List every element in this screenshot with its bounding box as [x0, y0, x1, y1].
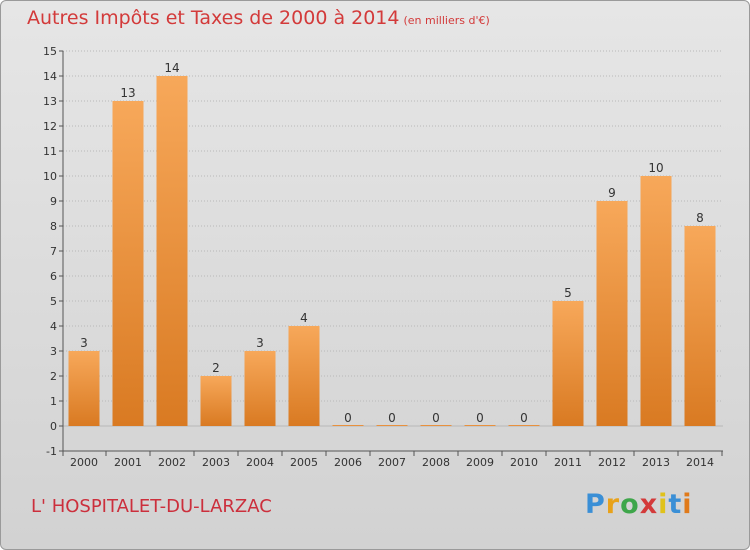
- y-tick-label: -1: [46, 445, 57, 458]
- bar-2000: [68, 351, 100, 426]
- bar-2013: [640, 176, 672, 426]
- bar-2011: [552, 301, 584, 426]
- data-label-2005: 4: [300, 311, 308, 325]
- y-tick-label: 2: [50, 370, 57, 383]
- x-tick-label-2009: 2009: [466, 456, 494, 469]
- x-tick-label-2004: 2004: [246, 456, 274, 469]
- data-label-2009: 0: [476, 411, 484, 425]
- x-tick-label-2012: 2012: [598, 456, 626, 469]
- bar-2005: [288, 326, 320, 426]
- data-label-2011: 5: [564, 286, 572, 300]
- y-tick-label: 8: [50, 220, 57, 233]
- proxiti-logo: Proxiti: [585, 489, 693, 520]
- y-tick-label: 4: [50, 320, 57, 333]
- data-label-2014: 8: [696, 211, 704, 225]
- bar-2010: [508, 425, 540, 426]
- data-label-2012: 9: [608, 186, 616, 200]
- x-tick-label-2010: 2010: [510, 456, 538, 469]
- bar-2002: [156, 76, 188, 426]
- y-tick-label: 5: [50, 295, 57, 308]
- x-tick-label-2001: 2001: [114, 456, 142, 469]
- y-tick-label: 3: [50, 345, 57, 358]
- y-tick-label: 12: [43, 120, 57, 133]
- x-tick-label-2013: 2013: [642, 456, 670, 469]
- data-label-2004: 3: [256, 336, 264, 350]
- x-tick-label-2002: 2002: [158, 456, 186, 469]
- data-labels: 3 13 14 2 3 4 0 0 0 0 0 5 9 10 8: [80, 61, 704, 425]
- y-tick-label: 14: [43, 70, 57, 83]
- y-tick-label: 1: [50, 395, 57, 408]
- data-label-2007: 0: [388, 411, 396, 425]
- y-tick-label: 15: [43, 45, 57, 58]
- bar-2014: [684, 226, 716, 426]
- y-tick-label: 9: [50, 195, 57, 208]
- y-tick-label: 7: [50, 245, 57, 258]
- x-tick-label-2011: 2011: [554, 456, 582, 469]
- bar-2003: [200, 376, 232, 426]
- data-label-2008: 0: [432, 411, 440, 425]
- bar-2012: [596, 201, 628, 426]
- bar-2006: [332, 425, 364, 426]
- data-label-2006: 0: [344, 411, 352, 425]
- bar-2007: [376, 425, 408, 426]
- x-tick-label-2014: 2014: [686, 456, 714, 469]
- chart-title: Autres Impôts et Taxes de 2000 à 2014 (en…: [27, 7, 490, 29]
- data-label-2010: 0: [520, 411, 528, 425]
- x-tick-label-2008: 2008: [422, 456, 450, 469]
- bar-2009: [464, 425, 496, 426]
- data-label-2002: 14: [164, 61, 179, 75]
- y-tick-label: 0: [50, 420, 57, 433]
- data-label-2013: 10: [648, 161, 663, 175]
- data-label-2000: 3: [80, 336, 88, 350]
- bar-2008: [420, 425, 452, 426]
- data-label-2001: 13: [120, 86, 135, 100]
- x-tick-label-2005: 2005: [290, 456, 318, 469]
- bar-2001: [112, 101, 144, 426]
- x-tick-label-2003: 2003: [202, 456, 230, 469]
- bar-2004: [244, 351, 276, 426]
- commune-name: L' HOSPITALET-DU-LARZAC: [31, 496, 272, 517]
- y-tick-label: 13: [43, 95, 57, 108]
- chart-unit: (en milliers d'€): [403, 14, 490, 27]
- data-label-2003: 2: [212, 361, 220, 375]
- y-tick-label: 11: [43, 145, 57, 158]
- y-tick-label: 10: [43, 170, 57, 183]
- chart-title-text: Autres Impôts et Taxes de 2000 à 2014: [27, 7, 400, 29]
- x-tick-label-2000: 2000: [70, 456, 98, 469]
- y-tick-label: 6: [50, 270, 57, 283]
- x-tick-label-2007: 2007: [378, 456, 406, 469]
- x-tick-label-2006: 2006: [334, 456, 362, 469]
- bars: [68, 76, 716, 426]
